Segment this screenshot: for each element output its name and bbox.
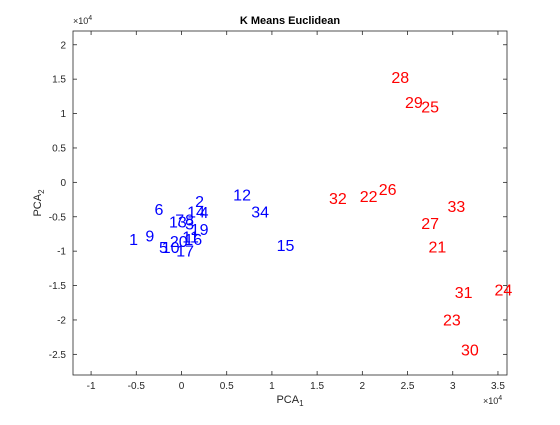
- y-axis-label-main: PCA: [32, 193, 44, 216]
- point-label-12: 12: [233, 188, 251, 205]
- x-axis-exponent-power: 4: [498, 395, 502, 402]
- chart-title: K Means Euclidean: [240, 15, 341, 27]
- point-label-10: 10: [162, 240, 180, 257]
- x-tick-label: 1: [269, 381, 275, 392]
- point-label-30: 30: [461, 343, 479, 360]
- point-label-13: 13: [169, 215, 187, 232]
- x-tick-label: 1.5: [310, 381, 324, 392]
- y-tick-label: 1.5: [52, 75, 66, 86]
- y-tick-label: -2.5: [49, 350, 67, 361]
- x-tick-label: -0.5: [128, 381, 146, 392]
- point-label-26: 26: [379, 182, 397, 199]
- point-label-15: 15: [277, 238, 295, 255]
- y-tick-label: -1.5: [49, 281, 67, 292]
- point-label-6: 6: [154, 202, 163, 219]
- point-label-29: 29: [405, 95, 423, 112]
- point-label-7: 7: [175, 213, 184, 230]
- y-tick-label: 0: [60, 178, 66, 189]
- point-label-5: 5: [159, 240, 168, 257]
- point-label-34: 34: [251, 204, 269, 221]
- y-axis-label-subscript: 2: [37, 189, 46, 194]
- point-label-19: 19: [191, 222, 209, 239]
- y-tick-label: 2: [60, 40, 66, 51]
- x-axis-label-subscript: 1: [299, 399, 304, 408]
- x-tick-label: 2.5: [401, 381, 415, 392]
- point-label-1: 1: [129, 232, 138, 249]
- y-axis-exponent-power: 4: [88, 15, 92, 22]
- ticks-layer: -1 -0.5 0 0.5 1 1.5 2 2.5 3 3.5 -2.5 -2 -1.5 -1 -0.5 0 0…: [49, 31, 507, 392]
- x-tick-label: 2: [360, 381, 366, 392]
- axes-layer: [72, 30, 508, 376]
- y-tick-label: -1: [57, 247, 66, 258]
- point-label-16: 16: [184, 232, 202, 249]
- point-label-9: 9: [145, 228, 154, 245]
- x-tick-label: 0: [179, 381, 185, 392]
- labels-layer: K Means Euclidean PCA1 PCA2 ×104 ×104: [32, 15, 502, 408]
- point-label-2: 2: [195, 194, 204, 211]
- point-label-11: 11: [182, 230, 199, 247]
- point-label-28: 28: [391, 70, 409, 87]
- point-label-8: 8: [185, 213, 194, 230]
- y-axis-exponent: ×104: [73, 15, 92, 26]
- point-label-3: 3: [185, 217, 194, 234]
- point-label-25: 25: [421, 100, 439, 117]
- x-tick-label: 3.5: [491, 381, 505, 392]
- point-label-32: 32: [329, 191, 347, 208]
- x-tick-label: -1: [87, 381, 96, 392]
- point-label-22: 22: [360, 189, 378, 206]
- y-tick-label: -0.5: [49, 212, 67, 223]
- x-axis-exponent: ×104: [483, 395, 502, 406]
- point-label-31: 31: [455, 285, 473, 302]
- x-tick-label: 0.5: [220, 381, 234, 392]
- point-label-17: 17: [176, 243, 194, 260]
- y-tick-label: 1: [60, 109, 66, 120]
- point-label-14: 14: [187, 204, 205, 221]
- plot-area: [72, 30, 508, 376]
- x-axis-label-main: PCA: [276, 394, 299, 406]
- point-label-27: 27: [421, 216, 439, 233]
- x-axis-label: PCA1: [276, 394, 304, 408]
- point-label-20: 20: [170, 234, 188, 251]
- y-axis-label: PCA2: [32, 189, 46, 217]
- point-label-33: 33: [447, 199, 465, 216]
- point-label-21: 21: [428, 239, 446, 256]
- point-label-24: 24: [494, 283, 512, 300]
- x-tick-label: 3: [450, 381, 456, 392]
- x-axis-exponent-base: ×10: [483, 396, 498, 406]
- y-axis-exponent-base: ×10: [73, 16, 88, 26]
- y-tick-label: -2: [57, 315, 66, 326]
- point-label-23: 23: [443, 312, 461, 329]
- y-tick-label: 0.5: [52, 143, 66, 154]
- point-label-4: 4: [200, 205, 209, 222]
